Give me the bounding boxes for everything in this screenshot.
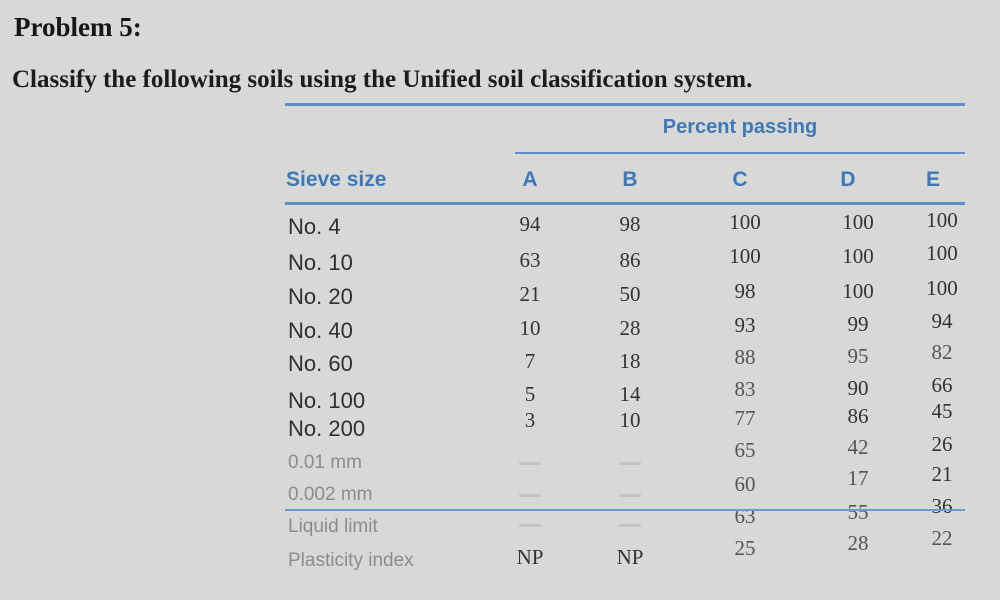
empty-cell-dash (619, 494, 641, 497)
column-header-e: E (925, 168, 940, 191)
table-cell: 65 (734, 438, 756, 462)
table-cell: 100 (926, 208, 958, 232)
header-rule (285, 202, 965, 205)
row-label: Plasticity index (288, 550, 414, 571)
table-cell: 98 (619, 212, 641, 236)
row-label: No. 4 (288, 214, 341, 239)
table-cell: 21 (519, 282, 541, 306)
row-label: 0.01 mm (288, 452, 362, 473)
table-cell: 63 (519, 248, 541, 272)
sieve-size-header: Sieve size (286, 168, 387, 191)
table-cell: 3 (524, 408, 536, 432)
table-cell: 100 (842, 210, 874, 234)
empty-cell-dash (519, 462, 541, 465)
table-cell: 100 (926, 241, 958, 265)
table-cell: 82 (931, 340, 953, 364)
instruction-text: Classify the following soils using the U… (12, 66, 753, 93)
table-cell: 18 (619, 349, 641, 373)
table-cell: 22 (931, 526, 953, 550)
table-cell: 28 (847, 531, 869, 555)
table-cell: 93 (734, 313, 756, 337)
percent-passing-rule (515, 152, 965, 154)
table-cell: NP (616, 545, 644, 569)
table-cell: 66 (931, 373, 953, 397)
column-header-d: D (840, 168, 856, 191)
table-cell: 90 (847, 376, 869, 400)
percent-passing-header: Percent passing (662, 116, 818, 138)
table-cell: 60 (734, 472, 756, 496)
table-cell: 14 (619, 382, 641, 406)
table-cell: 99 (847, 312, 869, 336)
row-label: No. 20 (288, 284, 353, 309)
table-cell: 26 (931, 432, 953, 456)
table-cell: 63 (734, 504, 756, 528)
table-top-rule (285, 103, 965, 106)
row-label: No. 200 (288, 416, 366, 441)
table-cell: 21 (931, 462, 953, 486)
table-cell: 83 (734, 377, 756, 401)
table-cell: 7 (524, 349, 536, 373)
row-label: No. 40 (288, 318, 353, 343)
table-cell: 86 (619, 248, 641, 272)
table-cell: NP (516, 545, 544, 569)
table-cell: 28 (619, 316, 641, 340)
table-cell: 55 (847, 500, 869, 524)
table-cell: 94 (519, 212, 541, 236)
table-cell: 10 (619, 408, 641, 432)
table-cell: 10 (519, 316, 541, 340)
row-label: No. 10 (288, 250, 353, 275)
table-cell: 42 (847, 435, 869, 459)
table-cell: 98 (734, 279, 756, 303)
table-cell: 100 (842, 279, 874, 303)
table-cell: 25 (734, 536, 756, 560)
empty-cell-dash (619, 524, 641, 527)
row-label: 0.002 mm (288, 484, 373, 505)
table-cell: 17 (847, 466, 869, 490)
empty-cell-dash (519, 524, 541, 527)
table-cell: 100 (729, 244, 761, 268)
row-label: No. 100 (288, 388, 366, 413)
table-cell: 36 (931, 494, 953, 518)
table-cell: 77 (734, 406, 756, 430)
row-label: No. 60 (288, 351, 353, 376)
empty-cell-dash (519, 494, 541, 497)
problem-title: Problem 5: (14, 12, 142, 42)
column-header-b: B (622, 168, 638, 191)
table-cell: 95 (847, 344, 869, 368)
table-cell: 100 (842, 244, 874, 268)
table-cell: 88 (734, 345, 756, 369)
table-cell: 5 (524, 382, 536, 406)
row-label: Liquid limit (288, 516, 378, 537)
table-cell: 94 (931, 309, 953, 333)
table-cell: 86 (847, 404, 869, 428)
table-cell: 100 (926, 276, 958, 300)
table-cell: 45 (931, 399, 953, 423)
column-header-a: A (522, 168, 538, 191)
limits-rule (285, 509, 965, 511)
empty-cell-dash (619, 462, 641, 465)
column-header-c: C (732, 168, 748, 191)
table-cell: 50 (619, 282, 641, 306)
table-cell: 100 (729, 210, 761, 234)
